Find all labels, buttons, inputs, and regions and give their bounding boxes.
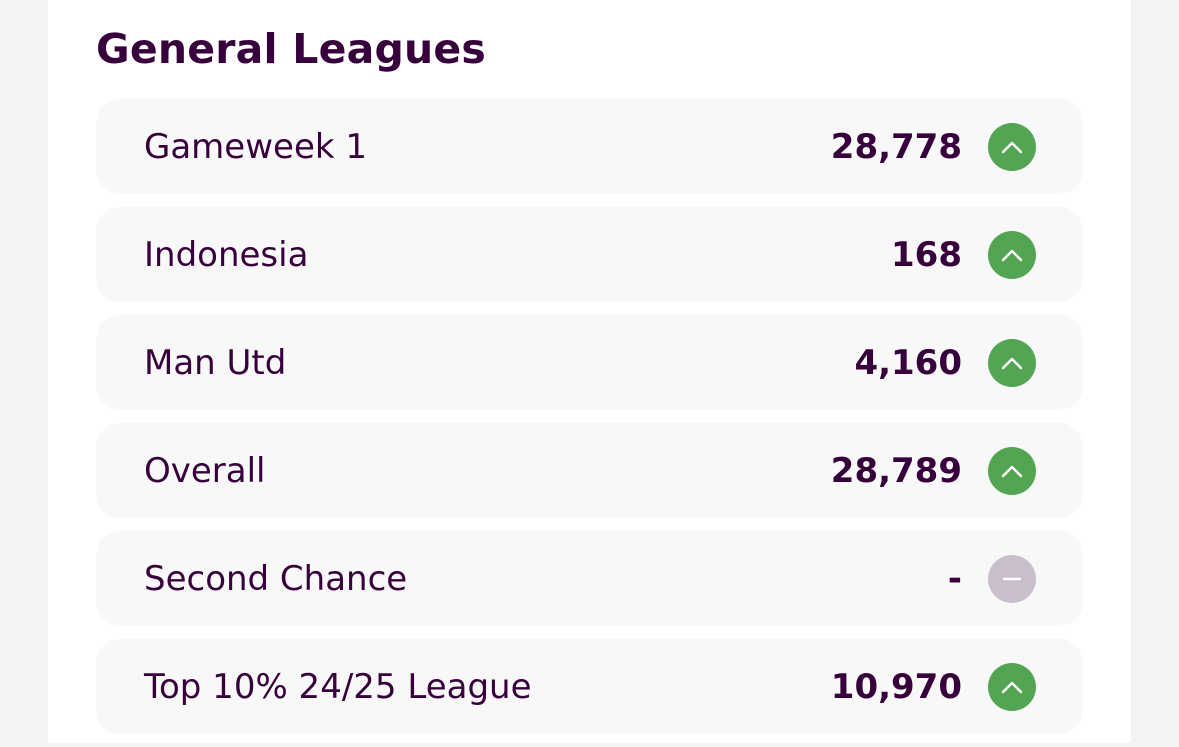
league-row-gameweek-1[interactable]: Gameweek 1 28,778 [96,99,1083,194]
section-title: General Leagues [96,25,487,73]
league-rank: 4,160 [854,342,962,383]
league-name: Indonesia [144,234,309,275]
arrow-up-icon [988,662,1036,711]
league-name: Gameweek 1 [144,126,367,167]
arrow-up-icon [988,338,1036,387]
arrow-up-icon [988,122,1036,171]
league-row-overall[interactable]: Overall 28,789 [96,423,1083,518]
league-name: Overall [144,450,266,491]
league-list: Gameweek 1 28,778 Indonesia 168 Man Utd … [96,99,1083,747]
league-rank: 28,789 [830,450,962,491]
league-name: Top 10% 24/25 League [144,666,532,707]
no-change-icon [988,554,1036,603]
league-rank: 10,970 [830,666,962,707]
league-name: Man Utd [144,342,287,383]
league-row-indonesia[interactable]: Indonesia 168 [96,207,1083,302]
arrow-up-icon [988,230,1036,279]
league-row-man-utd[interactable]: Man Utd 4,160 [96,315,1083,410]
leagues-panel: General Leagues Gameweek 1 28,778 Indone… [48,0,1131,743]
league-rank: 168 [891,234,962,275]
league-name: Second Chance [144,558,408,599]
league-rank: - [947,558,962,599]
arrow-up-icon [988,446,1036,495]
league-rank: 28,778 [830,126,962,167]
league-row-top-10-percent[interactable]: Top 10% 24/25 League 10,970 [96,639,1083,734]
league-row-second-chance[interactable]: Second Chance - [96,531,1083,626]
